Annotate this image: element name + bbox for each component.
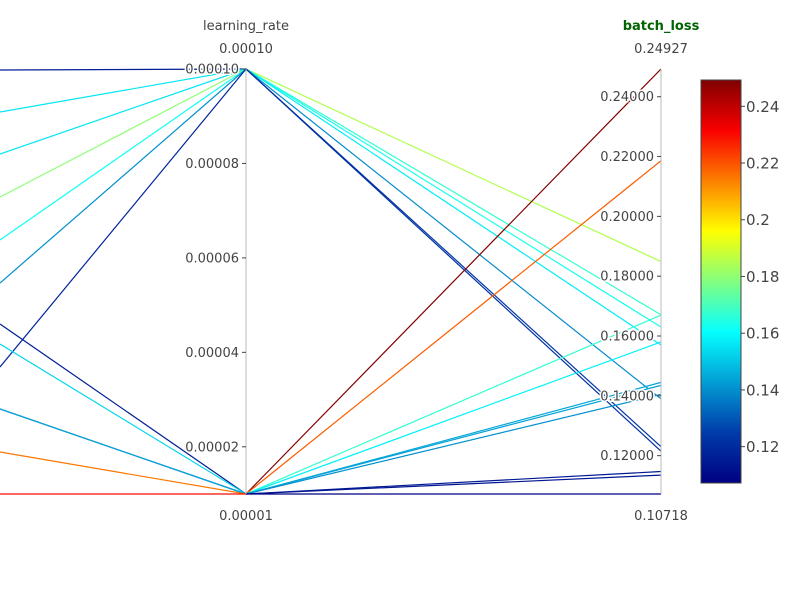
data-line[interactable] [245, 68, 662, 346]
axis-tick-label: 0.00010 [185, 63, 239, 78]
colorbar-tick-label: 0.16 [746, 325, 779, 343]
data-line[interactable] [245, 314, 662, 495]
learning-rate-axis-title[interactable]: learning_rate [203, 19, 289, 34]
batch-loss-range-bottom: 0.10718 [634, 509, 688, 524]
learning-rate-range-top: 0.00010 [219, 42, 273, 57]
learning-rate-range-bottom: 0.00001 [219, 509, 273, 524]
colorbar-tick-label: 0.12 [746, 438, 779, 456]
colorbar-tick-label: 0.18 [746, 268, 779, 286]
learning-rate-ticks: 0.00010 0.00008 0.00006 0.00004 0.00002 [184, 61, 246, 457]
axis-tick-label: 0.18000 [600, 270, 654, 285]
axis-tick-label: 0.20000 [600, 210, 654, 225]
data-line[interactable] [245, 68, 662, 316]
data-line[interactable] [245, 68, 662, 452]
axis-tick-label: 0.00008 [185, 157, 239, 172]
colorbar-gradient [700, 79, 742, 484]
data-line[interactable] [245, 68, 662, 263]
incoming-segment [0, 68, 247, 284]
colorbar-tick-label: 0.14 [746, 381, 779, 399]
data-lines [245, 68, 662, 495]
incoming-segment [0, 68, 247, 113]
data-line[interactable] [245, 68, 662, 400]
learning-rate-axis[interactable]: learning_rate 0.00010 0.00001 0.000100.0… [184, 19, 289, 524]
colorbar-ticks: 0.12 0.14 0.16 0.18 0.2 0.22 0.24 [741, 98, 779, 456]
axis-tick-label: 0.24000 [600, 90, 654, 105]
incoming-segment [0, 408, 247, 495]
incoming-segment [0, 68, 247, 155]
batch-loss-axis-title[interactable]: batch_loss [623, 19, 700, 34]
data-line[interactable] [245, 384, 662, 495]
incoming-segment [0, 68, 247, 198]
colorbar: 0.12 0.14 0.16 0.18 0.2 0.22 0.24 [700, 79, 779, 484]
axis-tick-label: 0.00002 [185, 440, 239, 455]
incoming-line-segments [0, 68, 247, 495]
axis-tick-label: 0.00006 [185, 251, 239, 266]
incoming-segment [0, 68, 247, 71]
data-line[interactable] [245, 393, 662, 495]
incoming-segment [0, 451, 247, 495]
incoming-segment [0, 343, 247, 495]
axis-tick-label: 0.12000 [600, 449, 654, 464]
axis-tick-label: 0.22000 [600, 150, 654, 165]
data-line[interactable] [245, 68, 662, 328]
axis-tick-label: 0.00004 [185, 346, 239, 361]
batch-loss-ticks: 0.24000 0.22000 0.20000 0.18000 0.16000 0.140… [599, 89, 661, 466]
data-line[interactable] [245, 160, 662, 495]
incoming-segment [0, 323, 247, 495]
colorbar-tick-label: 0.24 [746, 98, 779, 116]
incoming-segment [0, 68, 247, 241]
data-line[interactable] [245, 474, 662, 495]
batch-loss-axis[interactable]: batch_loss 0.24927 0.10718 0.24000 0.2200… [599, 19, 700, 524]
batch-loss-range-top: 0.24927 [634, 42, 688, 57]
colorbar-tick-label: 0.22 [746, 155, 779, 173]
data-line[interactable] [245, 341, 662, 495]
incoming-segment [0, 68, 247, 368]
axis-tick-label: 0.16000 [600, 330, 654, 345]
axis-tick-label: 0.14000 [600, 389, 654, 404]
colorbar-tick-label: 0.2 [746, 211, 770, 229]
data-line[interactable] [245, 68, 662, 495]
